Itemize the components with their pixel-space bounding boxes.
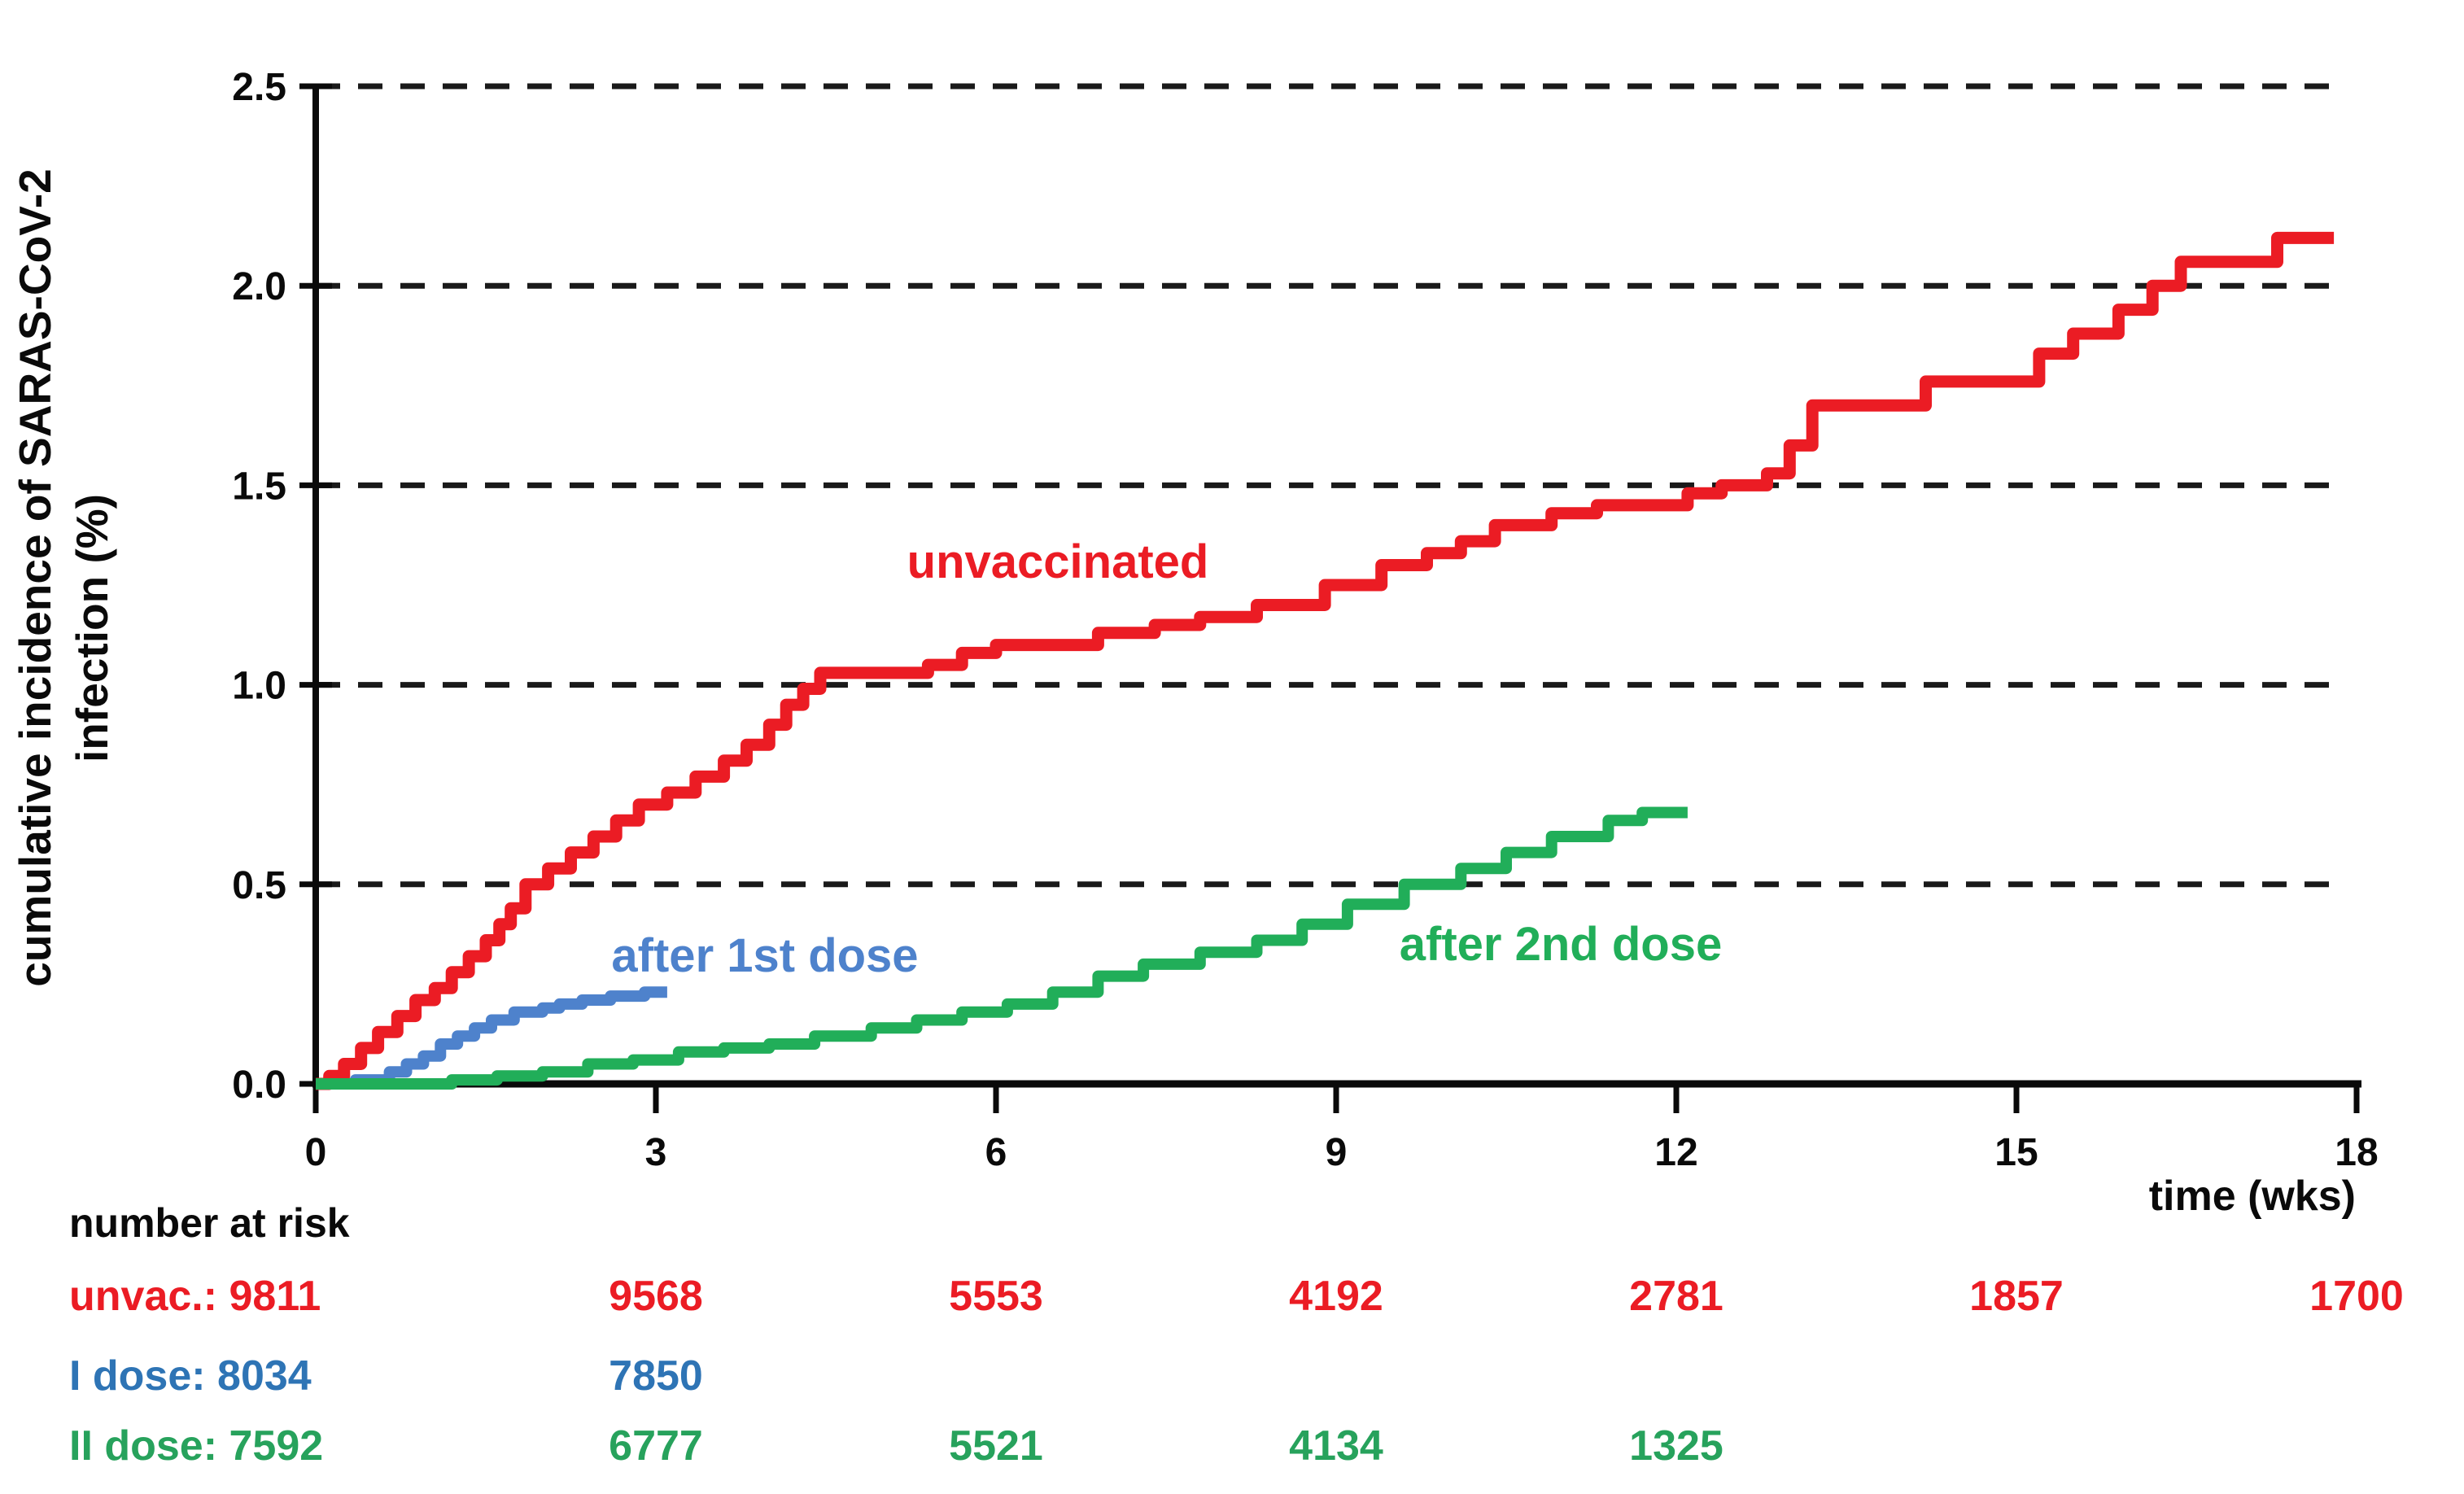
gridlines — [316, 83, 2342, 888]
risk-value-w3-row0: 9568 — [609, 1273, 703, 1320]
x-tick-label-12: 12 — [1654, 1131, 1697, 1174]
y-axis-title-line2: infection (%) — [67, 494, 117, 762]
x-tick-label-6: 6 — [985, 1131, 1007, 1174]
x-tick-label-3: 3 — [645, 1131, 667, 1174]
axes — [299, 83, 2361, 1113]
risk-value-w9-row0: 4192 — [1289, 1273, 1383, 1320]
x-tick-label-0: 0 — [305, 1131, 327, 1174]
x-axis-title: time (wks) — [2149, 1173, 2356, 1220]
risk-row-label-0: unvac.: 9811 — [69, 1273, 321, 1320]
y-tick-label-2.5: 2.5 — [232, 66, 286, 109]
y-axis-title-line1: cumulative incidence of SARAS-CoV-2 — [10, 168, 60, 987]
y-tick-labels: 0.0 0.5 1.0 1.5 2.0 2.5 — [232, 66, 286, 1107]
x-tick-label-15: 15 — [1994, 1131, 2038, 1174]
curve-unvaccinated — [316, 231, 2335, 1090]
curve-label-after-1st-dose: after 1st dose — [611, 929, 918, 982]
risk-row-label-2: II dose: 7592 — [69, 1422, 323, 1470]
curve-after-1st-dose — [316, 986, 667, 1090]
risk-row-label-1: I dose: 8034 — [69, 1352, 312, 1400]
y-tick-label-0.0: 0.0 — [232, 1064, 286, 1107]
curve-label-unvaccinated: unvaccinated — [907, 535, 1209, 588]
y-tick-label-2.0: 2.0 — [232, 265, 286, 308]
risk-value-w15-row0: 1857 — [1969, 1273, 2064, 1320]
y-tick-label-0.5: 0.5 — [232, 864, 286, 907]
risk-value-w3-row2: 6777 — [609, 1422, 703, 1470]
risk-table-rows: unvac.: 9811 9568 5553 4192 2781 1857 1700 I do… — [69, 1273, 2404, 1470]
y-tick-label-1.5: 1.5 — [232, 465, 286, 508]
risk-value-w12-row2: 1325 — [1629, 1422, 1723, 1470]
risk-value-w12-row0: 2781 — [1629, 1273, 1723, 1320]
risk-value-w18-row0: 1700 — [2309, 1273, 2404, 1320]
x-tick-label-9: 9 — [1326, 1131, 1348, 1174]
curve-after-2nd-dose — [316, 806, 1688, 1090]
x-tick-label-18: 18 — [2335, 1131, 2378, 1174]
curve-label-after-2nd-dose: after 2nd dose — [1400, 918, 1722, 971]
risk-value-w6-row0: 5553 — [949, 1273, 1043, 1320]
risk-value-w6-row2: 5521 — [949, 1422, 1043, 1470]
step-curves — [316, 231, 2335, 1090]
y-tick-label-1.0: 1.0 — [232, 665, 286, 708]
risk-table-header: number at risk — [69, 1200, 350, 1246]
risk-value-w3-row1: 7850 — [609, 1352, 703, 1400]
x-tick-labels: 0 3 6 9 12 15 18 — [305, 1131, 2379, 1174]
risk-value-w9-row2: 4134 — [1289, 1422, 1383, 1470]
